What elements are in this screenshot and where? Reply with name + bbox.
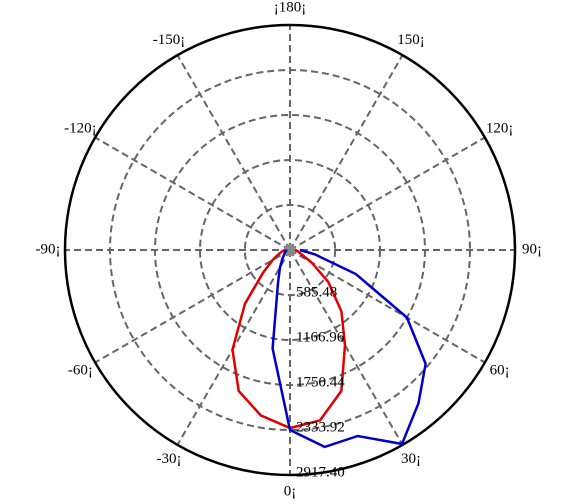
spoke	[289, 136, 486, 251]
ring-label: 2333.92	[296, 419, 345, 435]
spoke	[94, 249, 291, 364]
ring	[109, 69, 471, 431]
spoke	[176, 54, 291, 251]
angle-label: 150¡	[397, 32, 425, 48]
angle-label: -120¡	[64, 120, 97, 136]
ring	[154, 114, 426, 386]
curve	[271, 248, 427, 449]
center	[284, 244, 296, 256]
ring	[199, 159, 381, 341]
angle-label: 30¡	[401, 451, 421, 467]
angle-label: -30¡	[157, 451, 182, 467]
spoke	[94, 136, 291, 251]
angle-label: 60¡	[490, 362, 510, 378]
angle-label: 0¡	[284, 483, 297, 499]
ring	[243, 203, 337, 297]
angle-label: -60¡	[68, 362, 93, 378]
angle-label: 90¡	[522, 241, 542, 257]
angle-label: -150¡	[153, 32, 186, 48]
outer-ring	[63, 23, 517, 477]
ring-label: 1166.96	[296, 329, 345, 345]
ring-label: 1750.44	[296, 374, 345, 390]
ring-label: 585.48	[296, 285, 337, 301]
angle-label: 120¡	[486, 120, 514, 136]
angle-label: ¡180¡	[274, 0, 307, 15]
spoke	[289, 249, 404, 446]
ring-label: 2917.40	[296, 464, 345, 480]
spoke	[289, 249, 486, 364]
angle-label: -90¡	[36, 241, 61, 257]
spoke	[289, 54, 404, 251]
